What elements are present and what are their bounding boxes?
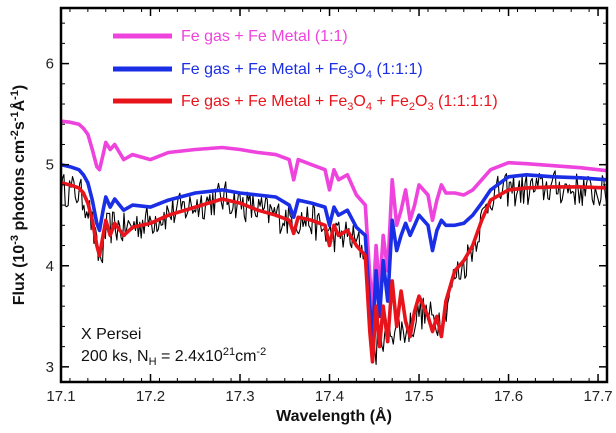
x-tick-label: 17.6	[494, 388, 523, 405]
legend-label: Fe gas + Fe Metal + Fe3O4 + Fe2O3 (1:1:1…	[181, 93, 498, 113]
y-tick-label: 3	[46, 359, 54, 376]
y-axis-title: Flux (10-3 photons cm-2s-1Å-1)	[9, 85, 28, 306]
x-tick-label: 17.2	[136, 388, 165, 405]
legend: Fe gas + Fe Metal (1:1) Fe gas + Fe Metal…	[113, 28, 498, 113]
x-tick-label: 17.1	[46, 388, 75, 405]
x-tick-label: 17.5	[404, 388, 433, 405]
legend-label: Fe gas + Fe Metal (1:1)	[181, 28, 348, 45]
x-tick-label: 17.7	[583, 388, 612, 405]
legend-label: Fe gas + Fe Metal + Fe3O4 (1:1:1)	[181, 61, 423, 81]
x-tick-label: 17.4	[315, 388, 344, 405]
x-axis-title: Wavelength (Å)	[276, 406, 392, 425]
observed-spectrum-line	[61, 170, 607, 366]
plot-frame	[59, 6, 609, 384]
model-line-2	[61, 162, 607, 339]
model-line-1	[61, 119, 607, 313]
annotation: X Persei 200 ks, NH = 2.4x1021cm-2	[81, 326, 266, 368]
model-line-3	[61, 181, 607, 364]
x-tick-label: 17.3	[225, 388, 254, 405]
labels-layer: 17.1 17.2 17.3 17.4 17.5 17.6 17.7 3 4 5 6	[46, 56, 613, 405]
annotation-line-2: 200 ks, NH = 2.4x1021cm-2	[81, 346, 266, 368]
annotation-line-1: X Persei	[81, 326, 141, 343]
y-tick-label: 5	[46, 157, 54, 174]
y-tick-label: 4	[46, 258, 54, 275]
y-tick-label: 6	[46, 56, 54, 73]
series-layer	[61, 119, 607, 366]
ticks-layer	[60, 8, 608, 382]
